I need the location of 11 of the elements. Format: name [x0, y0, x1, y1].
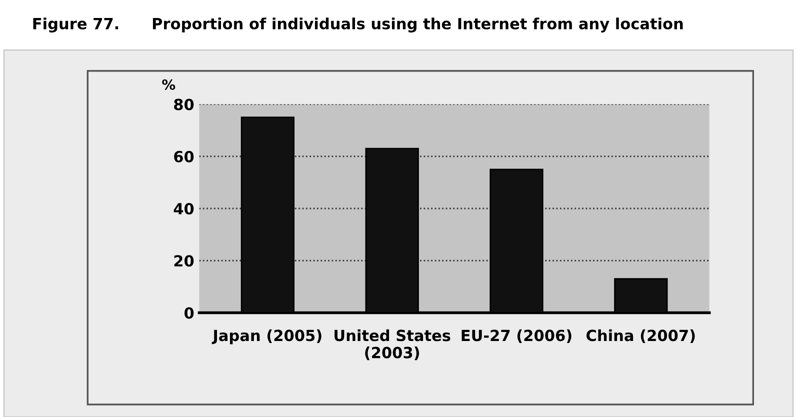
y-tick-label: 20 — [174, 255, 194, 267]
y-axis-title: % — [162, 79, 176, 90]
x-tick-label: Japan (2005) — [212, 329, 322, 344]
y-tick-label: 40 — [174, 202, 194, 215]
x-tick-label: China (2007) — [586, 329, 695, 344]
y-tick-label: 0 — [184, 307, 194, 319]
x-tick-label: United States (2003) — [334, 329, 450, 360]
y-tick-label: 80 — [174, 98, 194, 110]
chart-title: Figure 77. Proportion of individuals using the Internet from any location — [33, 18, 683, 32]
y-tick-label: 60 — [174, 150, 194, 162]
x-tick-label: EU-27 (2006) — [462, 329, 572, 344]
